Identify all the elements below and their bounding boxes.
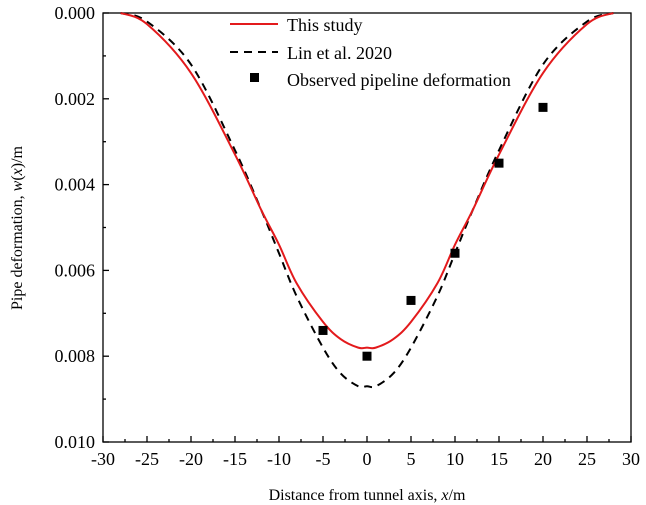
observed-point <box>450 248 460 258</box>
x-tick-label: -5 <box>316 449 331 469</box>
observed-point <box>318 325 328 335</box>
x-tick-label: -25 <box>135 449 159 469</box>
x-tick-label: 25 <box>578 449 596 469</box>
x-axis-title: Distance from tunnel axis, x/m <box>269 487 466 504</box>
y-tick-label: 0.002 <box>55 89 96 109</box>
series-line-this-study <box>120 12 614 350</box>
legend-swatch-observed <box>250 73 259 82</box>
observed-point <box>362 351 372 361</box>
legend: This study Lin et al. 2020 Observed pipe… <box>230 15 511 90</box>
y-tick-label: 0.006 <box>55 260 96 280</box>
x-tick-label: -15 <box>223 449 247 469</box>
x-tick-label: 0 <box>363 449 372 469</box>
x-tick-label: 30 <box>622 449 640 469</box>
x-tick-label: 10 <box>446 449 464 469</box>
x-tick-label: -30 <box>91 449 115 469</box>
observed-point <box>406 295 416 305</box>
legend-label-lin-et-al: Lin et al. 2020 <box>287 43 392 63</box>
y-tick-label: 0.004 <box>55 175 96 195</box>
y-tick-label: 0.010 <box>55 432 96 452</box>
x-tick-label: 15 <box>490 449 508 469</box>
observed-point <box>538 102 548 112</box>
series-layer <box>120 12 614 389</box>
axis-ticks: -30 -25 -20 -15 -10 -5 0 5 10 15 20 25 30 0.000 0.002 0… <box>55 3 641 469</box>
y-tick-label: 0.000 <box>55 3 96 23</box>
legend-label-observed: Observed pipeline deformation <box>287 70 511 90</box>
series-line-lin-et-al <box>120 12 614 389</box>
x-tick-label: 5 <box>407 449 416 469</box>
legend-label-this-study: This study <box>287 15 363 35</box>
y-tick-label: 0.008 <box>55 346 96 366</box>
y-axis-title: Pipe deformation, w(x)/m <box>9 145 26 310</box>
observed-point <box>494 158 504 168</box>
x-tick-label: -20 <box>179 449 203 469</box>
x-tick-label: 20 <box>534 449 552 469</box>
x-tick-label: -10 <box>267 449 291 469</box>
